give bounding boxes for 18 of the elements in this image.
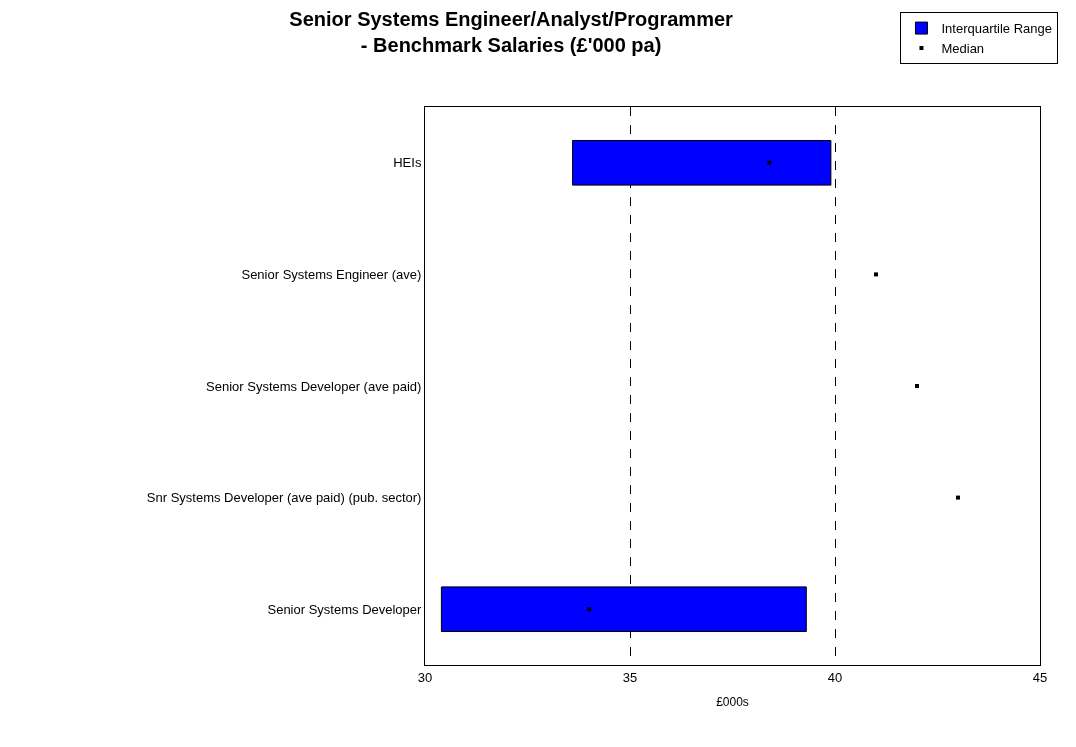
y-tick-label: Snr Systems Developer (ave paid) (pub. sector): [146, 490, 422, 506]
chart-title: Senior Systems Engineer/Analyst/Programmer - Benchmark Salaries (£'000 pa): [289, 8, 734, 57]
y-tick-label: Senior Systems Engineer (ave): [241, 266, 422, 282]
point: [915, 384, 919, 388]
y-tick-label: HEIs: [393, 155, 422, 171]
x-tick-label: 30: [417, 669, 433, 685]
point: [587, 607, 591, 612]
legend-label: Median: [941, 41, 985, 57]
point: [874, 272, 878, 277]
x-axis-title: £000s: [716, 695, 749, 710]
legend-label: Interquartile Range: [941, 21, 1053, 37]
x-tick-label: 40: [827, 669, 843, 685]
y-tick-label: Senior Systems Developer (ave paid): [206, 378, 422, 394]
x-tick-label: 35: [622, 669, 638, 685]
x-tick-label: 45: [1032, 669, 1048, 685]
point: [956, 495, 960, 500]
y-tick-label: Senior Systems Developer: [267, 601, 423, 617]
point: [767, 160, 772, 165]
